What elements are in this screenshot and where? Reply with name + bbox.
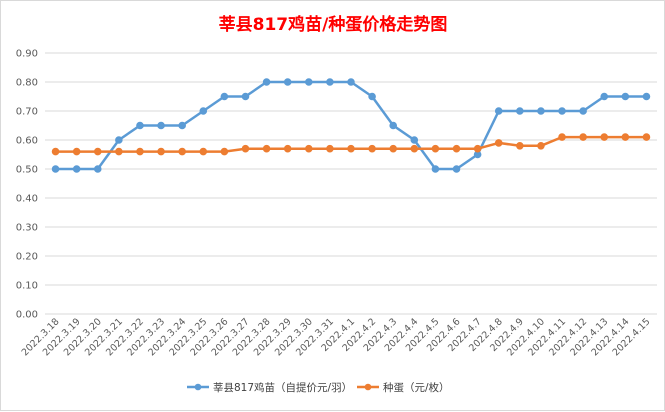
data-point (178, 121, 186, 130)
data-point (262, 144, 271, 153)
legend: 莘县817鸡苗（自提价元/羽） 种蛋（元/枚） (187, 381, 450, 394)
chart-title: 莘县817鸡苗/种蛋价格走势图 (219, 14, 448, 35)
legend-label: 种蛋（元/枚） (383, 381, 450, 394)
data-point (93, 147, 102, 156)
series-line (54, 80, 648, 171)
y-tick-label: 0.10 (16, 281, 38, 292)
data-point (558, 133, 566, 141)
data-point (600, 92, 609, 101)
data-point (537, 107, 545, 115)
data-point (579, 133, 587, 141)
y-tick-label: 0.20 (16, 252, 38, 263)
data-point (178, 147, 186, 156)
data-point (347, 144, 355, 153)
data-point (494, 107, 503, 115)
data-point (431, 144, 440, 153)
data-point (51, 147, 60, 156)
data-point (452, 165, 461, 173)
data-point (368, 92, 376, 101)
data-point (389, 144, 398, 153)
gridlines (45, 52, 657, 315)
data-point (473, 144, 482, 153)
data-point (558, 107, 566, 115)
legend-marker (194, 383, 202, 391)
data-point (537, 142, 545, 150)
data-point (579, 107, 587, 115)
data-point (368, 144, 376, 153)
data-point (431, 165, 440, 173)
data-point (494, 139, 503, 147)
data-point (136, 121, 144, 130)
y-axis-ticks: 0.00 0.10 0.20 0.30 0.40 0.50 0.60 0.70 0.80 0.90 (16, 49, 38, 321)
y-tick-label: 0.40 (16, 194, 38, 205)
data-point (72, 165, 81, 173)
legend-item: 莘县817鸡苗（自提价元/羽） (187, 381, 352, 394)
data-point (51, 165, 60, 173)
data-point (199, 147, 208, 156)
data-point (115, 136, 123, 144)
data-point (642, 133, 651, 141)
data-point (621, 133, 630, 141)
series-2 (51, 133, 651, 156)
data-point (516, 107, 524, 115)
data-point (304, 78, 313, 86)
data-point (452, 144, 461, 153)
data-point (410, 136, 419, 144)
data-point (304, 144, 313, 153)
data-point (326, 144, 334, 153)
legend-item: 种蛋（元/枚） (357, 381, 450, 394)
legend-label: 莘县817鸡苗（自提价元/羽） (213, 381, 352, 394)
data-point (241, 92, 250, 101)
data-point (199, 107, 208, 115)
series-lines (51, 78, 651, 173)
data-point (283, 144, 292, 153)
data-point (157, 121, 165, 130)
y-tick-label: 0.80 (16, 78, 38, 89)
data-point (72, 147, 81, 156)
data-point (157, 147, 165, 156)
data-point (326, 78, 334, 86)
data-point (241, 144, 250, 153)
legend-marker (364, 383, 372, 391)
data-point (93, 165, 102, 173)
data-point (600, 133, 609, 141)
data-point (516, 142, 524, 150)
y-tick-label: 0.30 (16, 223, 38, 234)
y-tick-label: 0.00 (16, 310, 38, 321)
data-point (262, 78, 271, 86)
data-point (642, 92, 651, 101)
data-point (115, 147, 123, 156)
y-tick-label: 0.60 (16, 136, 38, 147)
data-point (389, 121, 398, 130)
data-point (283, 78, 292, 86)
y-tick-label: 0.70 (16, 107, 38, 118)
y-tick-label: 0.50 (16, 165, 38, 176)
data-point (347, 78, 355, 86)
x-axis-ticks: 2022.3.182022.3.192022.3.202022.3.212022… (20, 316, 653, 358)
y-tick-label: 0.90 (16, 49, 38, 60)
data-point (410, 144, 419, 153)
data-point (621, 92, 630, 101)
data-point (136, 147, 144, 156)
data-point (220, 147, 229, 156)
data-point (220, 92, 229, 101)
series-1 (51, 78, 651, 173)
